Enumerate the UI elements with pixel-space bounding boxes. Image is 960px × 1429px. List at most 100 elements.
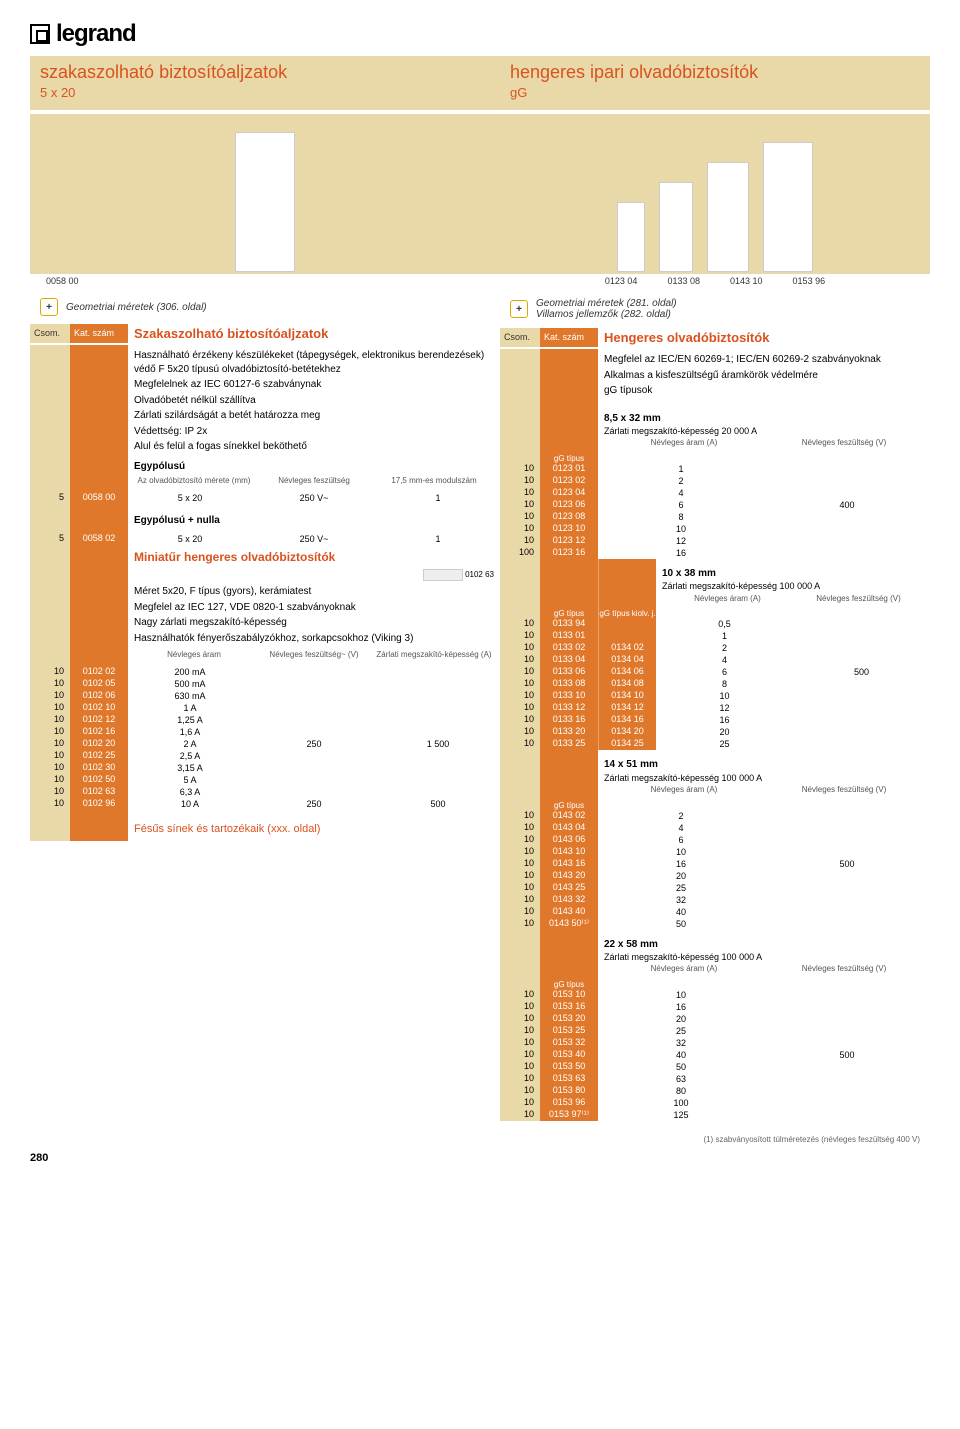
- cell-csom: 10: [500, 463, 534, 473]
- cell-csom: 10: [500, 642, 534, 652]
- table-row: 100133 250134 2525: [500, 738, 930, 750]
- cell-val: 1,25 A: [128, 714, 252, 726]
- cell-val: [376, 726, 500, 738]
- cell-csom: 10: [30, 738, 64, 748]
- spec-head: Névleges feszültség (V): [764, 963, 924, 976]
- table-row: 100102 9610 A250500: [30, 798, 500, 810]
- head-section-title: Hengeres olvadóbiztosítók: [598, 328, 930, 347]
- cell-csom: 10: [500, 1097, 534, 1107]
- cell-csom: 10: [500, 499, 534, 509]
- cell-val: 12: [598, 535, 764, 547]
- image-caption: 0058 00: [46, 276, 79, 286]
- table-row: 100133 200134 2020: [500, 726, 930, 738]
- cell-kat2: 0134 04: [599, 654, 656, 664]
- product-image: [763, 142, 813, 272]
- cell-val: 20: [656, 726, 793, 738]
- cell-val: [376, 666, 500, 678]
- cell-csom: 10: [500, 666, 534, 676]
- cell-val: [252, 666, 376, 678]
- spec-head: Névleges feszültség (V): [764, 784, 924, 797]
- cell-kat: 0133 08: [540, 678, 598, 688]
- cell-val: 630 mA: [128, 690, 252, 702]
- table-row: 100133 120134 1212: [500, 702, 930, 714]
- cell-kat: 0123 04: [540, 487, 598, 497]
- cell-val: 2: [656, 642, 793, 654]
- table-row: 100143 1010: [500, 846, 930, 858]
- cell-csom: 10: [500, 714, 534, 724]
- cell-val: 25: [656, 738, 793, 750]
- cell-val: [793, 714, 930, 726]
- right-meta-row: + Geometriai méretek (281. oldal) Villam…: [500, 292, 930, 326]
- footnote: (1) szabványosított túlméretezés (névleg…: [30, 1131, 930, 1148]
- cell-csom: 10: [500, 678, 534, 688]
- desc-line: gG típusok: [604, 384, 924, 398]
- cell-val: 5 x 20: [128, 492, 252, 504]
- cell-val: 2,5 A: [128, 750, 252, 762]
- cell-csom: 10: [500, 918, 534, 928]
- cell-kat: 0143 25: [540, 882, 598, 892]
- table-row: 100143 066: [500, 834, 930, 846]
- table-row: 100133 160134 1616: [500, 714, 930, 726]
- cell-csom: 10: [500, 630, 534, 640]
- cell-val: [764, 535, 930, 547]
- cell-kat2: 0134 02: [599, 642, 656, 652]
- cell-csom: 10: [30, 798, 64, 808]
- table-row: 100123 1010: [500, 523, 930, 535]
- cell-csom: 10: [500, 906, 534, 916]
- cell-val: 40: [598, 1049, 764, 1061]
- table-row: 100153 1010: [500, 989, 930, 1001]
- cell-val: 12: [656, 702, 793, 714]
- cell-val: 2 A: [128, 738, 252, 750]
- brand-logo: legrand: [30, 20, 930, 48]
- group-subtitle: Zárlati megszakító-képesség 100 000 A: [662, 580, 924, 592]
- cell-csom: 10: [500, 726, 534, 736]
- desc-line: Megfelelnek az IEC 60127-6 szabványnak: [134, 378, 494, 392]
- cell-val: [376, 774, 500, 786]
- cell-kat: 0123 08: [540, 511, 598, 521]
- cell-kat: 0102 16: [70, 726, 128, 736]
- cell-val: 40: [598, 906, 764, 918]
- desc-line: Védettség: IP 2x: [134, 425, 494, 439]
- desc-line: Alkalmas a kisfeszültségű áramkörök véde…: [604, 369, 924, 383]
- right-table-head: Csom. Kat. szám Hengeres olvadóbiztosító…: [500, 326, 930, 349]
- col-head: gG típus: [540, 609, 598, 618]
- cell-csom: 10: [500, 1013, 534, 1023]
- table-row: 100153 3232: [500, 1037, 930, 1049]
- right-caption-row: 0123 04 0133 08 0143 10 0153 96: [500, 274, 930, 292]
- image-caption: 0123 04: [605, 276, 638, 286]
- cell-csom: 10: [30, 750, 64, 760]
- cell-val: 125: [598, 1109, 764, 1121]
- cell-csom: 10: [500, 882, 534, 892]
- cell-kat: 0143 06: [540, 834, 598, 844]
- cell-kat: 0143 40: [540, 906, 598, 916]
- table-row: 100102 202 A2501 500: [30, 738, 500, 750]
- cell-val: [764, 1085, 930, 1097]
- table-row: 100143 3232: [500, 894, 930, 906]
- cell-val: 4: [598, 487, 764, 499]
- cell-val: 32: [598, 1037, 764, 1049]
- cell-csom: 10: [500, 894, 534, 904]
- cell-csom: 10: [500, 702, 534, 712]
- plus-icon: +: [40, 298, 58, 316]
- desc-line: Alul és felül a fogas sínekkel beköthető: [134, 440, 494, 454]
- desc-line: Nagy zárlati megszakító-képesség: [134, 616, 494, 630]
- cell-val: [764, 882, 930, 894]
- cell-kat: 0123 16: [540, 547, 598, 557]
- cell-csom: 10: [500, 690, 534, 700]
- cell-csom: 10: [500, 1085, 534, 1095]
- spec-head: Névleges feszültség (V): [793, 593, 924, 606]
- cell-kat: 0102 63: [70, 786, 128, 796]
- logo-text: legrand: [56, 20, 136, 48]
- cell-val: 5 A: [128, 774, 252, 786]
- cell-csom: 10: [30, 786, 64, 796]
- cell-kat: 0102 02: [70, 666, 128, 676]
- cell-csom: 10: [500, 846, 534, 856]
- head-kat: Kat. szám: [70, 324, 128, 343]
- cell-csom: 10: [500, 834, 534, 844]
- logo-mark-icon: [30, 24, 50, 44]
- cell-val: 10: [598, 523, 764, 535]
- cell-val: 25: [598, 882, 764, 894]
- image-caption: 0153 96: [793, 276, 826, 286]
- cell-kat2: 0134 25: [599, 738, 656, 748]
- cell-val: 250: [252, 798, 376, 810]
